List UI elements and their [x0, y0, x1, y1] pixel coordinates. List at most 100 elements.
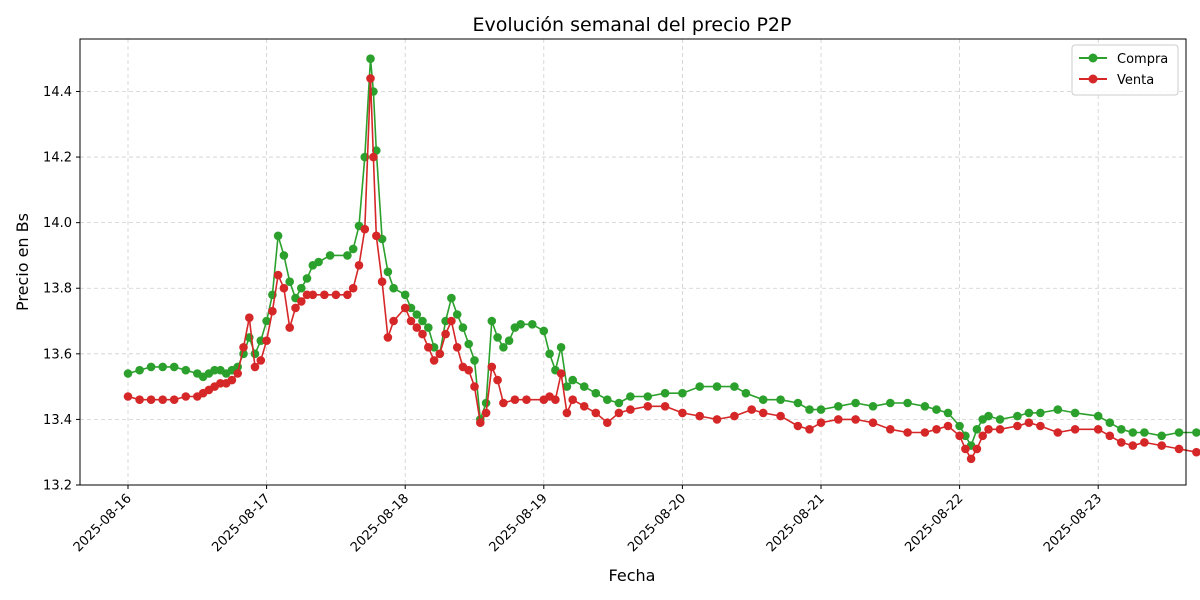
data-point-compra — [1070, 408, 1080, 418]
data-point-compra — [1053, 405, 1063, 414]
data-point-venta — [291, 303, 300, 313]
legend-label-venta: Venta — [1117, 73, 1154, 88]
data-point-venta — [406, 316, 416, 326]
data-point-venta — [464, 365, 474, 375]
data-point-venta — [1105, 431, 1115, 441]
data-point-compra — [504, 336, 514, 346]
data-point-compra — [123, 369, 133, 378]
data-point-venta — [972, 444, 982, 454]
data-point-venta — [626, 405, 635, 414]
data-point-venta — [510, 395, 520, 405]
data-point-compra — [793, 398, 803, 408]
data-point-compra — [545, 349, 554, 359]
data-point-compra — [493, 333, 502, 342]
data-point-compra — [972, 425, 982, 434]
data-point-compra — [568, 375, 577, 385]
data-point-venta — [591, 408, 601, 418]
data-point-venta — [383, 333, 393, 342]
data-point-venta — [955, 431, 964, 441]
data-point-venta — [273, 270, 283, 280]
data-point-venta — [556, 369, 566, 378]
data-point-compra — [984, 411, 993, 421]
data-point-compra — [995, 415, 1005, 424]
data-point-compra — [579, 382, 589, 391]
data-point-compra — [1128, 428, 1138, 437]
data-point-compra — [452, 310, 462, 319]
data-point-venta — [1013, 421, 1022, 431]
data-point-venta — [776, 411, 785, 421]
data-point-compra — [169, 362, 179, 372]
data-point-compra — [1036, 408, 1045, 418]
data-point-compra — [343, 251, 352, 260]
data-point-venta — [851, 415, 860, 424]
data-point-venta — [793, 421, 803, 431]
data-point-compra — [325, 251, 335, 260]
data-point-venta — [614, 408, 624, 418]
data-point-compra — [932, 405, 941, 414]
data-point-venta — [285, 323, 295, 332]
data-point-venta — [262, 336, 271, 346]
data-point-venta — [250, 362, 260, 372]
data-point-compra — [273, 231, 283, 241]
data-point-compra — [758, 395, 768, 405]
legend: Compra Venta — [1071, 44, 1179, 96]
data-point-venta — [476, 418, 485, 428]
data-point-venta — [441, 329, 450, 339]
data-point-venta — [603, 418, 612, 428]
y-tick-label: 13.8 — [43, 282, 72, 297]
data-point-venta — [1128, 441, 1138, 450]
data-point-venta — [1157, 441, 1166, 450]
data-point-compra — [539, 326, 549, 336]
data-point-venta — [400, 303, 410, 313]
data-point-venta — [158, 395, 167, 405]
data-point-compra — [1105, 418, 1115, 428]
data-point-compra — [1117, 425, 1126, 434]
data-point-compra — [1157, 431, 1166, 441]
data-point-compra — [660, 388, 670, 398]
y-tick-label: 13.2 — [43, 479, 72, 494]
data-point-venta — [348, 283, 358, 293]
data-point-venta — [984, 425, 993, 434]
data-point-compra — [516, 320, 525, 329]
data-point-venta — [424, 343, 433, 352]
series-line-venta — [127, 77, 1200, 460]
data-point-compra — [626, 392, 635, 401]
data-point-venta — [1174, 444, 1184, 454]
data-point-venta — [435, 349, 445, 359]
data-point-compra — [603, 395, 612, 405]
data-point-venta — [447, 316, 456, 326]
y-tick-label: 13.6 — [43, 347, 72, 362]
data-point-compra — [562, 382, 572, 391]
data-point-venta — [1036, 421, 1045, 431]
data-point-venta — [470, 382, 479, 391]
data-point-venta — [995, 425, 1005, 434]
data-point-venta — [372, 231, 381, 241]
data-point-venta — [816, 418, 826, 428]
data-point-venta — [579, 402, 589, 411]
data-point-compra — [1140, 428, 1149, 437]
chart-title: Evolución semanal del precio P2P — [473, 14, 792, 36]
data-point-venta — [961, 444, 970, 454]
data-point-venta — [551, 395, 560, 405]
data-point-compra — [470, 356, 479, 365]
y-tick-label: 13.4 — [43, 413, 72, 428]
series-layer — [123, 54, 1200, 464]
data-point-compra — [528, 320, 537, 329]
data-point-compra — [805, 405, 814, 414]
data-point-compra — [834, 402, 843, 411]
data-point-venta — [966, 454, 976, 464]
data-point-venta — [920, 428, 930, 437]
data-point-venta — [1070, 425, 1080, 434]
data-point-venta — [389, 316, 398, 326]
data-point-venta — [245, 313, 254, 323]
data-point-venta — [227, 375, 237, 385]
data-point-venta — [169, 395, 179, 405]
data-point-venta — [660, 402, 670, 411]
data-point-compra — [1024, 408, 1034, 418]
data-point-venta — [135, 395, 144, 405]
data-point-venta — [868, 418, 878, 428]
data-point-venta — [429, 356, 439, 365]
data-point-compra — [712, 382, 722, 391]
data-point-venta — [562, 408, 572, 418]
